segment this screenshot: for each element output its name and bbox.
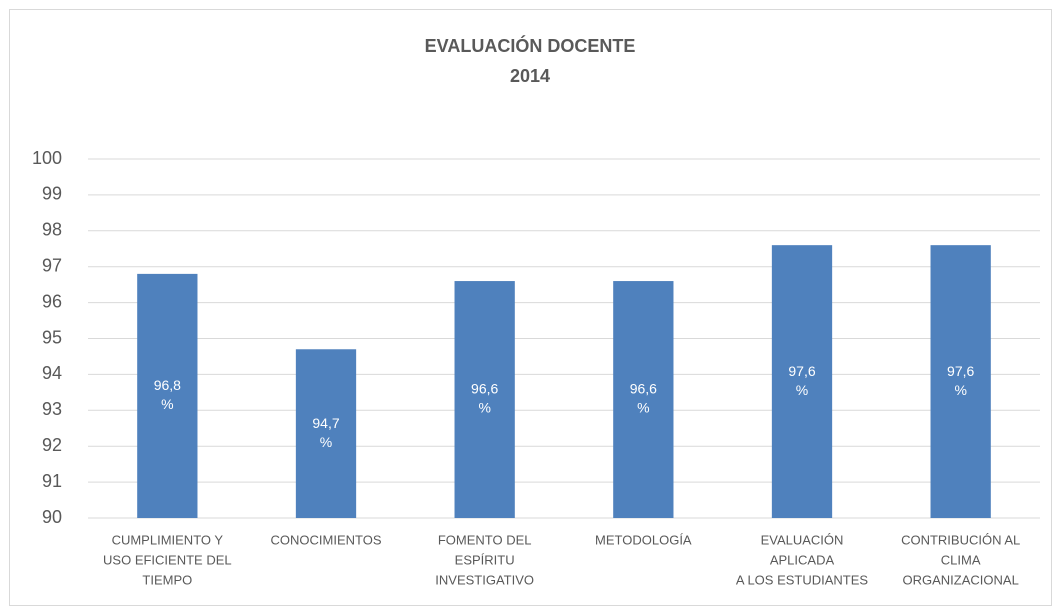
value-label: % xyxy=(637,400,649,416)
value-label: % xyxy=(478,400,490,416)
value-label: 97,6 xyxy=(788,363,815,379)
value-label: % xyxy=(954,382,966,398)
bar xyxy=(454,281,515,518)
y-tick-label: 96 xyxy=(42,291,62,311)
x-tick-label: TIEMPO xyxy=(142,572,192,587)
chart-title: EVALUACIÓN DOCENTE xyxy=(425,35,636,56)
y-tick-label: 98 xyxy=(42,220,62,240)
bar xyxy=(613,281,674,518)
y-tick-label: 94 xyxy=(42,363,62,383)
value-label: 94,7 xyxy=(312,415,339,431)
value-label: % xyxy=(161,396,173,412)
value-label: 96,6 xyxy=(630,381,657,397)
x-tick-label: CUMPLIMIENTO Y xyxy=(112,532,224,547)
x-tick-label: CONOCIMIENTOS xyxy=(271,532,382,547)
x-tick-label: CLIMA xyxy=(941,552,981,567)
x-tick-label: APLICADA xyxy=(770,552,835,567)
x-tick-label: CONTRIBUCIÓN AL xyxy=(901,532,1020,547)
value-label: 97,6 xyxy=(947,363,974,379)
bar xyxy=(930,245,991,518)
value-label: 96,8 xyxy=(154,377,181,393)
y-tick-label: 100 xyxy=(32,148,62,168)
x-tick-label: ORGANIZACIONAL xyxy=(903,572,1019,587)
chart-subtitle: 2014 xyxy=(510,66,550,86)
y-tick-label: 93 xyxy=(42,399,62,419)
x-tick-label: ESPÍRITU xyxy=(455,552,515,567)
x-tick-label: METODOLOGÍA xyxy=(595,532,692,547)
y-tick-label: 92 xyxy=(42,435,62,455)
value-label: % xyxy=(796,382,808,398)
x-tick-label: EVALUACIÓN xyxy=(761,532,844,547)
x-tick-label: INVESTIGATIVO xyxy=(435,572,534,587)
x-tick-label: FOMENTO DEL xyxy=(438,532,532,547)
bar xyxy=(295,349,357,518)
y-tick-label: 91 xyxy=(42,471,62,491)
y-tick-label: 95 xyxy=(42,327,62,347)
value-label: % xyxy=(320,434,332,450)
bar xyxy=(771,245,833,518)
y-tick-label: 90 xyxy=(42,507,62,527)
y-tick-label: 99 xyxy=(42,184,62,204)
y-tick-label: 97 xyxy=(42,255,62,275)
value-label: 96,6 xyxy=(471,381,498,397)
x-tick-label: USO EFICIENTE DEL xyxy=(103,552,232,567)
x-tick-label: A LOS ESTUDIANTES xyxy=(736,572,869,587)
bar xyxy=(137,273,198,518)
